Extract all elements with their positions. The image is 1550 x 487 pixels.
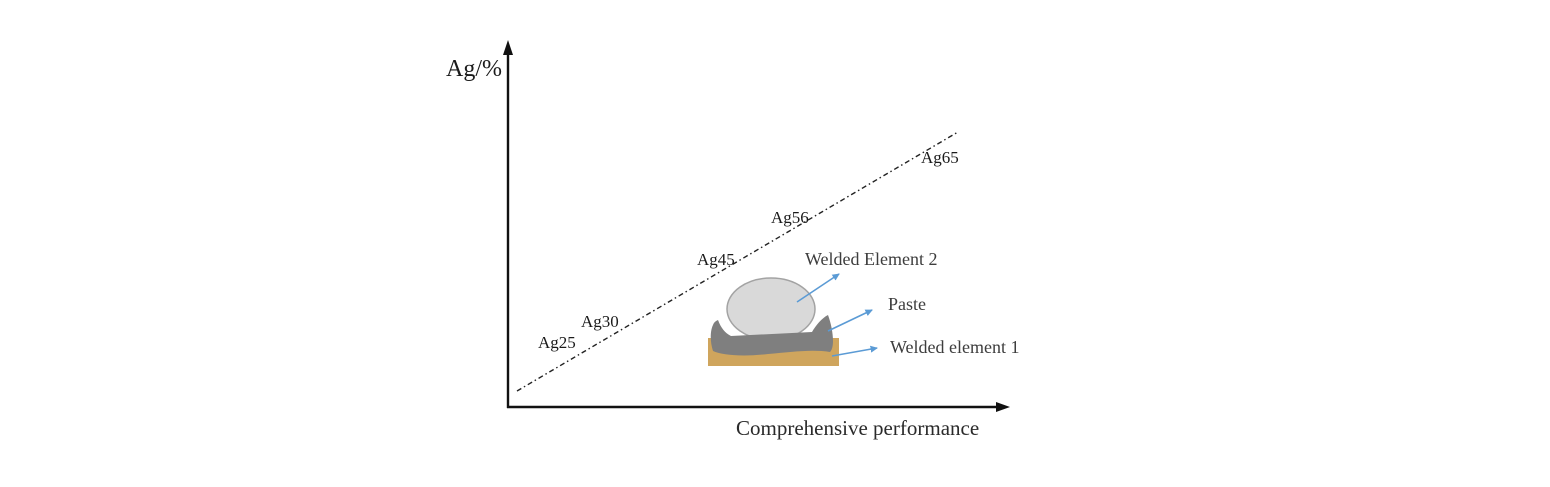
paste-arrow [827, 309, 873, 332]
x-axis-arrowhead-icon [996, 402, 1010, 412]
welded-element-2-arrow [796, 273, 840, 303]
welded-element-1-arrow [831, 345, 878, 357]
trend-point-label-ag25: Ag25 [538, 333, 576, 352]
trend-point-label-ag30: Ag30 [581, 312, 619, 331]
x-axis-label: Comprehensive performance [736, 416, 980, 440]
y-axis-arrowhead-icon [503, 40, 513, 55]
paste-fillet-shape [710, 315, 833, 356]
annotation-paste: Paste [888, 294, 926, 314]
trend-line [516, 131, 959, 392]
trend-point-label-ag65: Ag65 [921, 148, 959, 167]
trend-point-label-ag56: Ag56 [771, 208, 809, 227]
annotation-welded-element-2: Welded Element 2 [805, 249, 938, 269]
annotation-welded-element-1: Welded element 1 [890, 337, 1020, 357]
trend-point-label-ag45: Ag45 [697, 250, 735, 269]
y-axis-label: Ag/% [446, 56, 502, 82]
welded-element-2-dome [726, 277, 816, 341]
